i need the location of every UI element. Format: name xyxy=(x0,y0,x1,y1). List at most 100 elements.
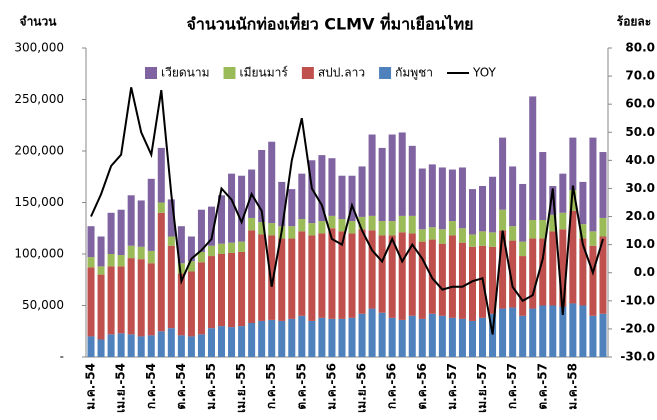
bar xyxy=(308,223,316,236)
bar xyxy=(589,231,597,246)
bar xyxy=(117,266,125,334)
bar xyxy=(298,231,306,316)
bar xyxy=(87,257,95,268)
y2-tick-label: 20.0 xyxy=(625,209,655,223)
bar xyxy=(549,305,557,357)
bar xyxy=(479,186,487,232)
bar xyxy=(177,335,185,357)
bar xyxy=(228,242,236,253)
bar xyxy=(468,320,476,357)
y2-tick-label: 70.0 xyxy=(625,69,655,83)
bar xyxy=(458,318,466,357)
bar xyxy=(579,305,587,357)
y2-tick-label: 60.0 xyxy=(625,97,655,111)
bar xyxy=(197,209,205,252)
bar xyxy=(348,317,356,357)
bar xyxy=(388,134,396,222)
bar xyxy=(458,167,466,229)
y2-tick-label: -20.0 xyxy=(620,321,655,335)
bar xyxy=(107,266,115,335)
bar xyxy=(408,233,416,316)
y2-tick-label: -30.0 xyxy=(620,350,655,364)
bar xyxy=(368,134,376,216)
bar xyxy=(207,206,215,246)
bar xyxy=(398,132,406,216)
y-tick-label: - xyxy=(60,350,64,364)
bar xyxy=(489,176,497,233)
bar xyxy=(428,227,436,240)
bar xyxy=(117,209,125,256)
bar xyxy=(87,226,95,258)
bar xyxy=(559,306,567,357)
y-tick-label: 150,000 xyxy=(14,195,64,209)
bar xyxy=(448,221,456,236)
bar xyxy=(117,255,125,267)
bar xyxy=(147,263,155,336)
bar xyxy=(107,334,115,357)
bar xyxy=(248,230,256,324)
bar xyxy=(167,245,175,329)
bar xyxy=(328,158,336,216)
bar xyxy=(398,319,406,357)
bar xyxy=(539,238,547,306)
bar xyxy=(529,238,537,309)
bar xyxy=(458,242,466,319)
bar xyxy=(298,173,306,219)
bar xyxy=(218,326,226,357)
x-tick-label: ม.ค.-58 xyxy=(565,363,579,410)
bar xyxy=(589,137,597,232)
bar xyxy=(559,173,567,213)
y-tick-label: 50,000 xyxy=(22,298,64,312)
bar xyxy=(438,315,446,357)
bar xyxy=(348,175,356,222)
legend-swatch xyxy=(145,67,157,79)
bar xyxy=(559,212,567,230)
bar xyxy=(509,240,517,308)
bar xyxy=(368,215,376,231)
legend-label: สปป.ลาว xyxy=(318,66,365,80)
bar xyxy=(177,226,185,264)
bar xyxy=(388,221,396,236)
bar xyxy=(418,168,426,230)
y2-tick-label: 50.0 xyxy=(625,125,655,139)
bar xyxy=(177,263,185,274)
bar xyxy=(378,312,386,357)
bar xyxy=(238,241,246,252)
bar xyxy=(177,273,185,336)
y-tick-label: 250,000 xyxy=(14,92,64,106)
x-tick-label: เม.ย.-55 xyxy=(234,363,248,413)
bar xyxy=(157,202,165,213)
bar xyxy=(519,315,527,357)
bar xyxy=(228,327,236,357)
bar xyxy=(368,308,376,357)
bar xyxy=(529,220,537,239)
bar xyxy=(258,222,266,235)
bar xyxy=(358,166,366,217)
bar xyxy=(569,190,577,211)
bar xyxy=(328,228,336,319)
bar xyxy=(529,96,537,221)
bar xyxy=(539,220,547,239)
bar xyxy=(468,189,476,235)
bar xyxy=(428,164,436,228)
bar xyxy=(479,317,487,357)
bar xyxy=(308,235,316,321)
bar xyxy=(579,238,587,306)
x-tick-label: เม.ย.-54 xyxy=(114,363,128,413)
x-tick-label: เม.ย.-57 xyxy=(475,363,489,413)
bar xyxy=(258,149,266,223)
bar xyxy=(348,221,356,234)
bar xyxy=(218,195,226,244)
bar xyxy=(378,235,386,313)
bar xyxy=(187,336,195,357)
bar xyxy=(167,199,175,237)
y2-tick-label: 80.0 xyxy=(625,41,655,55)
bar xyxy=(519,183,527,242)
bar xyxy=(197,334,205,357)
bar xyxy=(338,231,346,319)
bar xyxy=(569,303,577,357)
bar xyxy=(479,231,487,246)
bar xyxy=(499,137,507,210)
bar xyxy=(318,233,326,318)
bar xyxy=(539,305,547,357)
